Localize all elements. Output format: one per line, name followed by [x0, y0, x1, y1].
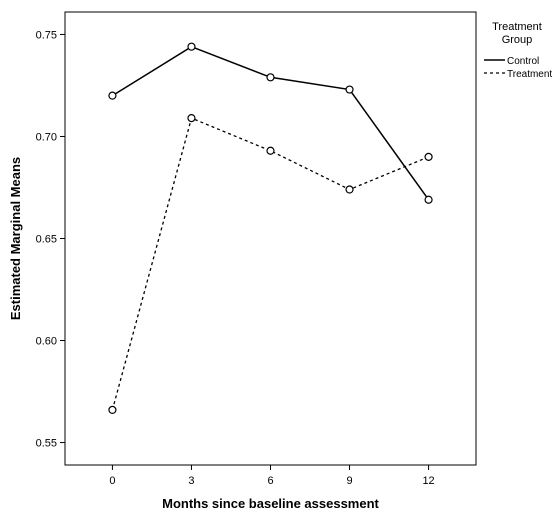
data-point-control-1 [187, 42, 196, 51]
data-point-treatment-3 [345, 185, 354, 194]
series-layer [108, 42, 433, 415]
data-point-control-2 [266, 73, 275, 82]
data-point-treatment-4 [424, 152, 433, 161]
y-axis-title: Estimated Marginal Means [8, 157, 23, 320]
y-axis: 0.55 0.60 0.65 0.70 0.75 [36, 29, 65, 450]
legend-label-control: Control [507, 56, 539, 67]
series-line-control [112, 45, 430, 201]
x-axis: 0 3 6 9 12 [109, 465, 435, 487]
x-axis-title: Months since baseline assessment [162, 496, 379, 511]
legend-title-line-2: Group [502, 34, 533, 46]
legend-title-line-1: Treatment [492, 21, 542, 33]
x-tick-label-1: 3 [188, 475, 194, 487]
legend: Treatment Group Control Treatment [484, 21, 552, 80]
y-tick-label-0: 0.55 [36, 438, 57, 450]
data-point-control-3 [345, 85, 354, 94]
y-tick-label-1: 0.60 [36, 336, 57, 348]
legend-label-treatment: Treatment [507, 69, 552, 80]
x-tick-label-3: 9 [346, 475, 352, 487]
x-tick-label-4: 12 [422, 475, 434, 487]
data-point-control-0 [108, 91, 117, 100]
legend-items: Control Treatment [484, 56, 552, 80]
data-point-treatment-1 [187, 114, 196, 123]
y-tick-label-4: 0.75 [36, 29, 57, 41]
data-point-control-4 [424, 195, 433, 204]
x-tick-label-2: 6 [267, 475, 273, 487]
y-tick-label-3: 0.70 [36, 131, 57, 143]
series-line-treatment [111, 117, 429, 411]
x-tick-label-0: 0 [109, 475, 115, 487]
series-treatment [108, 114, 433, 415]
y-tick-label-2: 0.65 [36, 234, 57, 246]
series-control [108, 42, 433, 204]
data-point-treatment-2 [266, 146, 275, 155]
data-point-treatment-0 [108, 405, 117, 415]
